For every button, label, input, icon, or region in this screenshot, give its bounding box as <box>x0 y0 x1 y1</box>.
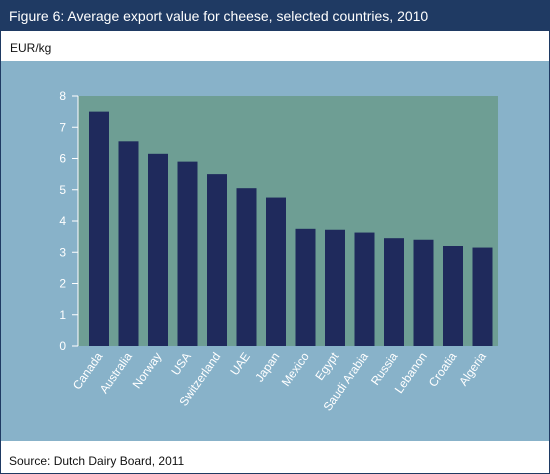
bar-norway <box>148 153 168 346</box>
bar-usa <box>177 161 198 346</box>
bar-mexico <box>295 228 316 346</box>
y-tick-label: 0 <box>59 339 66 353</box>
bar-australia <box>118 141 139 346</box>
bar-japan <box>266 197 286 346</box>
y-tick-label: 8 <box>59 89 66 103</box>
x-tick-label: Mexico <box>279 349 312 388</box>
chart-panel: 0 1 2 3 4 5 6 7 8 Canada Australia Norway USA Switzer… <box>1 61 549 441</box>
bar-russia <box>384 238 404 346</box>
y-tick-label: 2 <box>59 277 66 291</box>
plot-area <box>78 96 498 346</box>
x-tick-label: Norway <box>130 350 165 391</box>
x-tick-label: UAE <box>227 350 253 378</box>
y-tick-label: 7 <box>59 120 66 134</box>
y-tick-label: 5 <box>59 183 66 197</box>
y-tick-label: 3 <box>59 245 66 259</box>
y-tick-label: 6 <box>59 152 66 166</box>
bar-saudi-arabia <box>354 232 375 346</box>
y-axis-unit-label: EUR/kg <box>10 41 52 55</box>
bar-lebanon <box>413 239 434 346</box>
bar-egypt <box>325 229 345 346</box>
y-tick-label: 4 <box>59 214 66 228</box>
bar-algeria <box>472 247 493 346</box>
x-tick-label: Egypt <box>312 349 341 383</box>
bar-switzerland <box>207 174 227 346</box>
bar-croatia <box>443 246 463 346</box>
bar-uae <box>236 188 257 346</box>
x-tick-label: Croatia <box>426 349 460 389</box>
bar-canada <box>89 111 109 346</box>
x-tick-label: Algeria <box>456 349 489 388</box>
chart-title: Figure 6: Average export value for chees… <box>1 1 549 31</box>
x-tick-label: USA <box>168 350 194 378</box>
y-tick-label: 1 <box>59 308 66 322</box>
x-tick-label: Japan <box>252 350 282 385</box>
source-note: Source: Dutch Dairy Board, 2011 <box>9 454 185 468</box>
